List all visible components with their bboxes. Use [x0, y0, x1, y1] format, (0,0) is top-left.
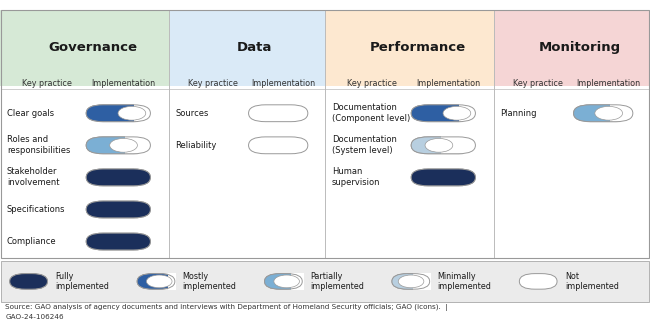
- FancyBboxPatch shape: [86, 201, 150, 218]
- Bar: [325, 10, 494, 86]
- Text: Key practice: Key practice: [22, 79, 72, 88]
- Text: Source: GAO analysis of agency documents and interviews with Department of Homel: Source: GAO analysis of agency documents…: [5, 304, 448, 311]
- Text: Mostly
implemented: Mostly implemented: [183, 272, 237, 291]
- Circle shape: [398, 275, 424, 288]
- FancyBboxPatch shape: [573, 105, 633, 122]
- Text: GAO-24-106246: GAO-24-106246: [5, 314, 64, 320]
- FancyBboxPatch shape: [86, 137, 150, 154]
- Circle shape: [443, 106, 471, 120]
- Bar: [610, 104, 634, 122]
- Text: Reliability: Reliability: [176, 141, 216, 150]
- Text: Partially
implemented: Partially implemented: [310, 272, 364, 291]
- Circle shape: [274, 275, 300, 288]
- Text: Implementation: Implementation: [91, 79, 155, 88]
- Text: Roles and
responsibilities: Roles and responsibilities: [6, 135, 70, 156]
- Text: Stakeholder
involvement: Stakeholder involvement: [6, 167, 59, 188]
- FancyBboxPatch shape: [86, 105, 150, 122]
- FancyBboxPatch shape: [411, 137, 475, 154]
- FancyBboxPatch shape: [137, 273, 175, 289]
- FancyBboxPatch shape: [86, 169, 150, 186]
- Text: Fully
implemented: Fully implemented: [55, 272, 109, 291]
- Text: Data: Data: [237, 41, 272, 54]
- Bar: [0, 10, 169, 86]
- Bar: [291, 273, 304, 290]
- Text: Clear goals: Clear goals: [6, 109, 54, 118]
- Bar: [1, 10, 649, 258]
- Bar: [459, 104, 476, 122]
- Text: Not
implemented: Not implemented: [565, 272, 619, 291]
- Bar: [494, 10, 650, 258]
- Bar: [169, 10, 325, 86]
- Bar: [494, 10, 650, 86]
- Bar: [169, 10, 325, 258]
- Bar: [1, 261, 649, 302]
- Bar: [413, 273, 431, 290]
- FancyBboxPatch shape: [86, 169, 150, 186]
- Circle shape: [146, 275, 172, 288]
- Text: Compliance: Compliance: [6, 237, 57, 246]
- FancyBboxPatch shape: [411, 137, 475, 154]
- Text: Minimally
implemented: Minimally implemented: [437, 272, 491, 291]
- Bar: [441, 136, 476, 155]
- Text: Human
supervision: Human supervision: [332, 167, 380, 188]
- Bar: [168, 273, 176, 290]
- Bar: [125, 136, 151, 155]
- Circle shape: [425, 138, 453, 152]
- FancyBboxPatch shape: [10, 273, 47, 289]
- Bar: [134, 104, 151, 122]
- Circle shape: [118, 106, 146, 120]
- Text: Implementation: Implementation: [251, 79, 315, 88]
- FancyBboxPatch shape: [411, 169, 475, 186]
- Text: Governance: Governance: [49, 41, 137, 54]
- Text: Key practice: Key practice: [513, 79, 563, 88]
- Circle shape: [595, 106, 623, 120]
- Text: Sources: Sources: [176, 109, 209, 118]
- FancyBboxPatch shape: [265, 273, 302, 289]
- FancyBboxPatch shape: [411, 105, 475, 122]
- FancyBboxPatch shape: [573, 105, 633, 122]
- Text: Planning: Planning: [500, 109, 537, 118]
- FancyBboxPatch shape: [86, 233, 150, 250]
- Text: Monitoring: Monitoring: [539, 41, 621, 54]
- FancyBboxPatch shape: [86, 201, 150, 218]
- FancyBboxPatch shape: [248, 137, 308, 154]
- Text: Documentation
(System level): Documentation (System level): [332, 135, 396, 156]
- Text: Specifications: Specifications: [6, 205, 65, 214]
- FancyBboxPatch shape: [248, 105, 308, 122]
- FancyBboxPatch shape: [86, 137, 150, 154]
- FancyBboxPatch shape: [86, 105, 150, 122]
- FancyBboxPatch shape: [519, 273, 557, 289]
- Text: Documentation
(Component level): Documentation (Component level): [332, 103, 410, 123]
- Text: Performance: Performance: [370, 41, 466, 54]
- FancyBboxPatch shape: [10, 273, 47, 289]
- FancyBboxPatch shape: [411, 169, 475, 186]
- FancyBboxPatch shape: [392, 273, 430, 289]
- Bar: [325, 10, 494, 258]
- Text: Implementation: Implementation: [576, 79, 640, 88]
- FancyBboxPatch shape: [392, 273, 430, 289]
- FancyBboxPatch shape: [86, 233, 150, 250]
- Text: Key practice: Key practice: [347, 79, 397, 88]
- FancyBboxPatch shape: [265, 273, 302, 289]
- FancyBboxPatch shape: [411, 105, 475, 122]
- Bar: [0, 10, 169, 258]
- Text: Implementation: Implementation: [416, 79, 480, 88]
- Circle shape: [110, 138, 137, 152]
- FancyBboxPatch shape: [137, 273, 175, 289]
- Text: Key practice: Key practice: [188, 79, 238, 88]
